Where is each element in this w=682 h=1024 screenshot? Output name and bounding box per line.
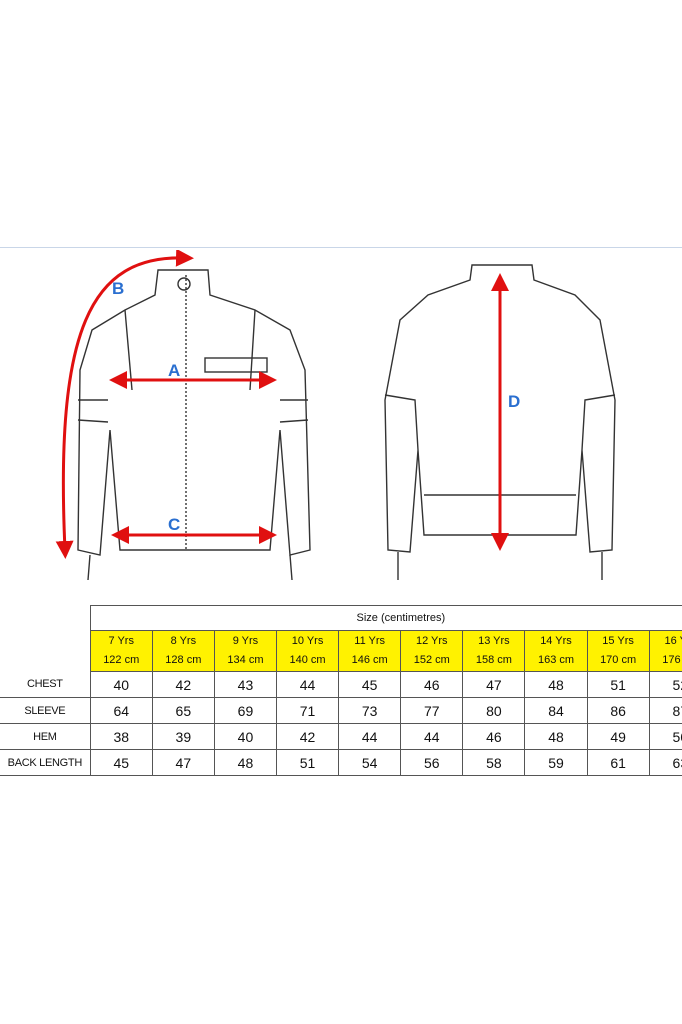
- table-cell: 39: [151, 723, 215, 750]
- divider-line: [0, 247, 682, 248]
- table-cell: 48: [213, 749, 278, 776]
- size-table: Size (centimetres) 7 Yrs 122 cm 8 Yrs 128 c…: [0, 605, 682, 776]
- table-cell: 38: [89, 723, 153, 750]
- table-cell: 51: [586, 671, 650, 698]
- table-cell: 71: [275, 697, 340, 724]
- table-cell: 52: [648, 671, 682, 698]
- table-cell: 65: [151, 697, 215, 724]
- label-d: D: [508, 392, 520, 411]
- table-cell: 69: [213, 697, 278, 724]
- arrow-b-sleeve: [55, 250, 194, 559]
- size-height: 128 cm: [165, 654, 202, 666]
- size-header-cell: 10 Yrs 140 cm: [275, 630, 340, 672]
- size-height: 134 cm: [227, 654, 264, 666]
- table-cell: 77: [400, 697, 464, 724]
- table-cell: 42: [275, 723, 340, 750]
- table-cell: 48: [524, 671, 588, 698]
- size-age: 9 Yrs: [232, 635, 259, 647]
- table-cell: 58: [462, 749, 526, 776]
- table-cell: 61: [586, 749, 650, 776]
- size-age: 14 Yrs: [540, 635, 572, 647]
- row-label: HEM: [0, 723, 91, 750]
- table-cell: 64: [89, 697, 153, 724]
- table-cell: 50: [648, 723, 682, 750]
- table-cell: 54: [338, 749, 402, 776]
- size-header-cell: 8 Yrs 128 cm: [151, 630, 215, 672]
- table-cell: 44: [400, 723, 464, 750]
- label-a: A: [168, 361, 180, 380]
- size-height: 140 cm: [289, 654, 326, 666]
- jacket-diagram: A B C D: [55, 250, 616, 581]
- size-height: 163 cm: [537, 654, 575, 666]
- table-row: BACK LENGTH45474851545658596163: [0, 749, 682, 776]
- row-label: SLEEVE: [0, 697, 91, 724]
- table-cell: 43: [213, 671, 278, 698]
- size-height: 158 cm: [475, 654, 512, 666]
- table-cell: 48: [524, 723, 588, 750]
- size-header-cell: 12 Yrs 152 cm: [400, 630, 464, 672]
- table-cell: 56: [400, 749, 464, 776]
- size-age: 8 Yrs: [170, 635, 197, 647]
- size-height: 122 cm: [103, 654, 140, 666]
- size-height: 170 cm: [600, 654, 637, 666]
- label-b: B: [112, 279, 124, 298]
- table-cell: 49: [586, 723, 650, 750]
- row-label: BACK LENGTH: [0, 749, 91, 776]
- table-cell: 84: [524, 697, 588, 724]
- row-label: CHEST: [0, 671, 91, 698]
- table-cell: 46: [400, 671, 464, 698]
- size-height: 152 cm: [413, 654, 450, 666]
- table-cell: 40: [89, 671, 153, 698]
- table-cell: 44: [338, 723, 402, 750]
- size-age: 13 Yrs: [478, 635, 510, 647]
- table-cell: 59: [524, 749, 588, 776]
- table-cell: 80: [462, 697, 526, 724]
- table-row: SLEEVE64656971737780848687: [0, 697, 682, 724]
- label-c: C: [168, 515, 180, 534]
- table-cell: 51: [275, 749, 340, 776]
- size-age: 11 Yrs: [354, 635, 386, 647]
- size-height: 146 cm: [351, 654, 388, 666]
- size-age: 16 Yrs: [664, 635, 682, 647]
- table-row: CHEST40424344454647485152: [0, 671, 682, 698]
- size-age: 12 Yrs: [415, 635, 448, 647]
- size-age: 15 Yrs: [602, 635, 634, 647]
- table-cell: 47: [151, 749, 215, 776]
- table-cell: 40: [213, 723, 278, 750]
- size-height: 176 cm: [662, 654, 682, 666]
- size-header-cell: 9 Yrs 134 cm: [213, 630, 278, 672]
- size-header-cell: 15 Yrs 170 cm: [586, 630, 650, 672]
- back-jacket: [384, 264, 616, 580]
- size-age: 7 Yrs: [108, 635, 134, 647]
- table-cell: 86: [586, 697, 650, 724]
- size-header-cell: 14 Yrs 163 cm: [524, 630, 588, 672]
- table-cell: 87: [648, 697, 682, 724]
- table-cell: 44: [275, 671, 340, 698]
- size-header-cell: 7 Yrs 122 cm: [89, 630, 153, 672]
- table-row: HEM38394042444446484950: [0, 723, 682, 750]
- table-cell: 45: [338, 671, 402, 698]
- size-age: 10 Yrs: [291, 635, 324, 647]
- table-cell: 73: [338, 697, 402, 724]
- size-table-title: Size (centimetres): [89, 605, 682, 631]
- size-header-cell: 16 Yrs 176 cm: [648, 630, 682, 672]
- measurement-arrows: [55, 250, 509, 559]
- table-cell: 42: [151, 671, 215, 698]
- table-cell: 46: [462, 723, 526, 750]
- table-cell: 63: [648, 749, 682, 776]
- size-header-cell: 11 Yrs 146 cm: [338, 630, 402, 672]
- size-header-cell: 13 Yrs 158 cm: [462, 630, 526, 672]
- table-cell: 45: [89, 749, 153, 776]
- table-cell: 47: [462, 671, 526, 698]
